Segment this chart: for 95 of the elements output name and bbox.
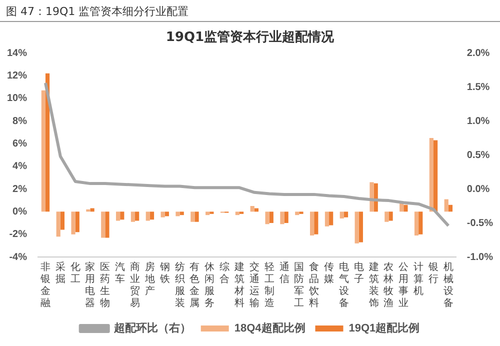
bar xyxy=(310,212,314,236)
bar xyxy=(265,212,270,224)
bar xyxy=(295,212,300,216)
chart-title: 19Q1监管资本行业超配情况 xyxy=(164,29,336,45)
bar xyxy=(314,212,318,234)
y-tick-label: 10% xyxy=(7,93,28,104)
bar xyxy=(324,212,330,226)
bar xyxy=(250,206,254,212)
y-tick-label: 0% xyxy=(12,206,28,218)
y-tick-label: 6% xyxy=(12,138,28,150)
bar xyxy=(90,208,94,212)
x-tick-label: 公用事业 xyxy=(398,260,409,309)
x-tick-label: 综合 xyxy=(220,260,230,285)
bar xyxy=(354,212,359,244)
x-tick-label: 休闲服务 xyxy=(204,262,215,309)
bar xyxy=(71,212,76,234)
x-tick-label: 传媒 xyxy=(324,262,334,285)
bar xyxy=(340,212,344,218)
bar xyxy=(414,212,419,236)
x-tick-label: 钢铁 xyxy=(158,262,170,285)
x-tick-label: 有色金属 xyxy=(190,260,200,309)
bar xyxy=(206,212,210,216)
x-tick-label: 纺织服装 xyxy=(174,260,185,309)
x-tick-label: 房地产 xyxy=(144,260,155,297)
bar xyxy=(429,138,434,212)
bar xyxy=(284,212,288,223)
x-tick-label: 商业贸易 xyxy=(130,260,140,309)
x-tick-label: 建筑装饰 xyxy=(368,260,379,309)
legend-label: 18Q4超配比例 xyxy=(234,322,306,335)
legend-label: 19Q1超配比例 xyxy=(348,322,420,335)
y-tick-label: 12% xyxy=(7,70,28,82)
caption: 图 47：19Q1 监管资本细分行业配置 xyxy=(0,0,500,22)
bar xyxy=(269,212,274,223)
bar xyxy=(404,204,408,212)
bar xyxy=(146,212,150,221)
y2-tick-label: 1.0% xyxy=(466,116,490,127)
bar xyxy=(60,212,65,230)
bar xyxy=(444,199,448,212)
x-tick-label: 电气设备 xyxy=(338,260,349,309)
y-tick-label: 8% xyxy=(12,116,28,127)
x-tick-label: 医药生物 xyxy=(100,262,110,309)
bar xyxy=(75,212,80,232)
y-tick-label: 2% xyxy=(12,184,28,195)
x-tick-label: 非银金融 xyxy=(39,260,50,309)
x-tick-label: 轻工制造 xyxy=(264,260,274,309)
x-tick-label: 通信 xyxy=(279,260,290,285)
bar xyxy=(41,90,46,212)
x-tick-label: 家用电器 xyxy=(85,260,96,309)
bar xyxy=(176,212,180,216)
bar xyxy=(135,212,140,221)
bar xyxy=(344,212,348,218)
y-tick-label: 4% xyxy=(12,161,28,172)
bar xyxy=(120,212,124,220)
x-tick-label: 交通运输 xyxy=(249,260,260,309)
x-tick-label: 银行 xyxy=(427,262,438,285)
bar xyxy=(190,212,195,222)
x-tick-label: 机械设备 xyxy=(443,260,454,309)
y2-tick-label: 0.0% xyxy=(466,184,490,195)
bar xyxy=(194,212,199,222)
bar xyxy=(105,212,110,238)
x-tick-label: 国防军工 xyxy=(294,262,304,309)
bar xyxy=(448,204,453,212)
legend-label: 超配环比（右） xyxy=(112,322,191,335)
bar xyxy=(388,212,393,221)
y-tick-label: -2% xyxy=(9,229,28,240)
bar xyxy=(160,212,165,218)
y2-tick-label: 1.5% xyxy=(466,82,490,93)
y2-tick-label: -0.5% xyxy=(466,218,494,229)
y2-tick-label: 0.5% xyxy=(466,150,490,161)
x-tick-label: 汽车 xyxy=(115,260,126,285)
x-tick-label: 采掘 xyxy=(55,260,66,285)
x-tick-label: 农林牧渔 xyxy=(382,262,394,309)
bar xyxy=(235,212,240,216)
bar xyxy=(358,212,363,242)
y2-tick-label: 2.0% xyxy=(466,48,490,59)
x-tick-label: 电子 xyxy=(354,260,364,285)
bar xyxy=(433,140,438,212)
bar xyxy=(418,212,423,234)
bar xyxy=(180,212,184,216)
y-tick-label: 14% xyxy=(7,48,28,59)
bar xyxy=(101,212,106,238)
x-tick-label: 化工 xyxy=(70,260,80,285)
x-tick-label: 计算机 xyxy=(414,260,424,297)
bar xyxy=(329,212,334,226)
bar xyxy=(164,212,169,216)
bar xyxy=(280,212,284,224)
bar xyxy=(130,212,136,222)
y-tick-label: -4% xyxy=(9,252,28,263)
bar xyxy=(56,212,60,237)
x-tick-label: 建筑材料 xyxy=(233,260,244,309)
y2-tick-label: -1.0% xyxy=(466,252,494,263)
bar xyxy=(116,212,120,221)
bar xyxy=(150,212,154,220)
bar xyxy=(384,212,389,222)
x-tick-label: 食品饮料 xyxy=(308,260,320,309)
